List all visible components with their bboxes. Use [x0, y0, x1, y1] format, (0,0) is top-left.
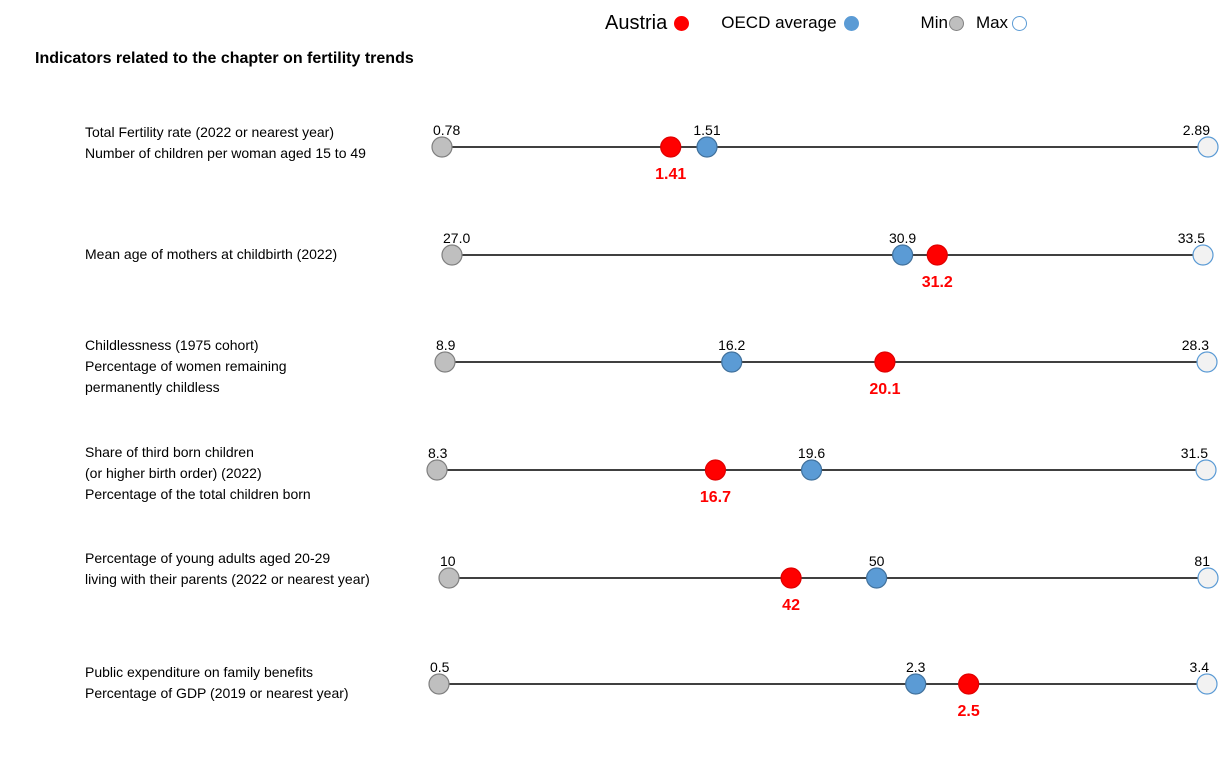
min-marker: [428, 673, 450, 695]
indicator-label-line: Number of children per woman aged 15 to …: [85, 145, 366, 161]
indicator-rows: Total Fertility rate (2022 or nearest ye…: [0, 118, 1224, 720]
min-marker: [441, 244, 463, 266]
legend-austria: Austria: [605, 12, 721, 35]
oecd-value-label: 2.3: [906, 659, 926, 675]
max-value-label: 33.5: [1178, 230, 1205, 246]
legend-oecd-label: OECD average: [721, 13, 837, 32]
oecd-value-label: 19.6: [798, 445, 825, 461]
min-value-label: 8.3: [428, 445, 448, 461]
oecd-marker: [696, 136, 718, 158]
legend-oecd: OECD average: [721, 13, 920, 33]
indicator-dot-plot: 0.5 3.4 2.3 2.5: [428, 659, 1218, 720]
indicator-label: Total Fertility rate (2022 or nearest ye…: [85, 122, 415, 164]
oecd-marker: [891, 244, 914, 266]
indicator-label: Childlessness (1975 cohort) Percentage of…: [85, 335, 415, 398]
max-value-label: 28.3: [1182, 337, 1209, 353]
min-value-label: 27.0: [443, 230, 470, 246]
indicator-label: Mean age of mothers at childbirth (2022): [85, 244, 415, 265]
austria-value-label: 1.41: [655, 166, 686, 183]
indicator-dot-plot: 0.78 2.89 1.51 1.41: [431, 122, 1219, 183]
oecd-marker: [905, 673, 927, 695]
indicator-row: Childlessness (1975 cohort) Percentage of…: [0, 333, 1224, 443]
indicator-row: Share of third born children (or higher b…: [0, 441, 1224, 551]
max-value-label: 2.89: [1183, 122, 1210, 138]
indicator-label: Share of third born children (or higher b…: [85, 442, 415, 505]
min-marker-icon: [948, 15, 964, 31]
oecd-value-label: 50: [869, 553, 885, 569]
indicator-label-line: Percentage of women remaining: [85, 358, 287, 374]
oecd-marker: [721, 351, 743, 373]
indicator-label-line: Percentage of young adults aged 20-29: [85, 550, 331, 566]
austria-marker: [958, 673, 980, 695]
legend: Austria OECD average Min Max: [605, 8, 1028, 38]
max-marker: [1195, 459, 1217, 481]
indicator-label-line: Total Fertility rate (2022 or nearest ye…: [85, 124, 334, 140]
austria-value-label: 31.2: [922, 274, 953, 291]
max-marker: [1196, 351, 1218, 373]
legend-min-label: Min: [920, 13, 948, 32]
indicator-label-line: Mean age of mothers at childbirth (2022): [85, 246, 338, 262]
austria-marker: [660, 136, 682, 158]
austria-marker: [926, 244, 948, 266]
austria-marker: [874, 351, 896, 373]
min-marker: [426, 459, 448, 481]
min-marker: [438, 567, 460, 589]
max-marker: [1196, 673, 1218, 695]
indicator-row: Percentage of young adults aged 20-29 liv…: [0, 549, 1224, 659]
min-value-label: 0.5: [430, 659, 450, 675]
austria-marker: [704, 459, 727, 481]
indicator-dot-plot: 10 81 50 42: [438, 553, 1219, 614]
oecd-value-label: 16.2: [718, 337, 745, 353]
legend-max-label: Max: [975, 13, 1009, 32]
min-value-label: 8.9: [436, 337, 456, 353]
indicator-row: Total Fertility rate (2022 or nearest ye…: [0, 118, 1224, 228]
austria-value-label: 2.5: [958, 703, 980, 720]
max-marker: [1197, 567, 1219, 589]
indicator-row: Mean age of mothers at childbirth (2022)…: [0, 226, 1224, 336]
indicator-label-line: Childlessness (1975 cohort): [85, 337, 259, 353]
legend-min: Min: [921, 13, 976, 33]
max-value-label: 81: [1194, 553, 1210, 569]
min-value-label: 0.78: [433, 122, 460, 138]
legend-austria-label: Austria: [605, 11, 668, 34]
oecd-value-label: 1.51: [693, 122, 720, 138]
indicator-label: Percentage of young adults aged 20-29 liv…: [85, 548, 415, 590]
indicator-label-line: living with their parents (2022 or neare…: [85, 571, 370, 587]
oecd-marker-icon: [843, 15, 859, 31]
austria-marker-icon: [674, 15, 690, 31]
indicator-label-line: Share of third born children: [85, 444, 254, 460]
indicator-label-line: Percentage of the total children born: [85, 486, 311, 502]
indicator-label-line: Percentage of GDP (2019 or nearest year): [85, 685, 349, 701]
oecd-marker: [800, 459, 823, 481]
max-value-label: 31.5: [1181, 445, 1208, 461]
indicator-row: Public expenditure on family benefits Per…: [0, 655, 1224, 765]
indicator-label-line: permanently childless: [85, 379, 220, 395]
chart-title: Indicators related to the chapter on fer…: [35, 50, 414, 67]
max-value-label: 3.4: [1190, 659, 1210, 675]
austria-value-label: 16.7: [700, 489, 731, 506]
indicator-label: Public expenditure on family benefits Per…: [85, 662, 415, 704]
max-marker: [1192, 244, 1214, 266]
indicator-dot-plot: 8.9 28.3 16.2 20.1: [434, 337, 1218, 398]
indicator-label-line: (or higher birth order) (2022): [85, 465, 262, 481]
indicator-dot-plot: 27.0 33.5 30.9 31.2: [441, 230, 1214, 291]
max-marker: [1197, 136, 1219, 158]
indicator-label-line: Public expenditure on family benefits: [85, 664, 314, 680]
min-marker: [434, 351, 456, 373]
min-marker: [431, 136, 453, 158]
austria-value-label: 42: [782, 597, 800, 614]
indicator-dot-plot: 8.3 31.5 19.6 16.7: [426, 445, 1217, 506]
max-marker-icon: [1012, 15, 1028, 31]
oecd-value-label: 30.9: [889, 230, 916, 246]
austria-value-label: 20.1: [869, 381, 900, 398]
min-value-label: 10: [440, 553, 456, 569]
oecd-marker: [866, 567, 888, 589]
austria-marker: [780, 567, 802, 589]
legend-max: Max: [975, 13, 1028, 33]
